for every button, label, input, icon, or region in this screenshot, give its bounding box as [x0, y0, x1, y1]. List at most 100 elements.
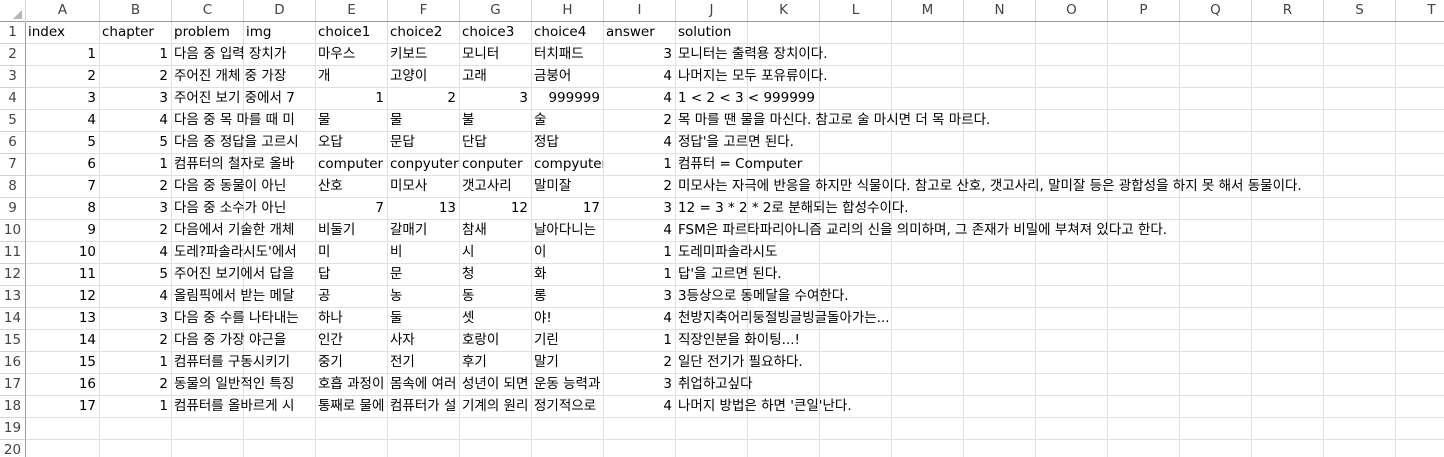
cell-m15[interactable]: [892, 330, 964, 352]
cell-o3[interactable]: [1036, 66, 1108, 88]
cell-k12[interactable]: [748, 264, 820, 286]
cell-c11[interactable]: 도레?파솔라시도'에서: [172, 242, 297, 264]
column-header-q[interactable]: Q: [1180, 0, 1252, 21]
cell-b16[interactable]: 1: [100, 352, 172, 374]
cell-p2[interactable]: [1108, 44, 1180, 66]
row-header-14[interactable]: 14: [0, 308, 26, 330]
cell-s8[interactable]: [1324, 176, 1396, 198]
cell-j12[interactable]: 답'을 고르면 된다.: [676, 264, 782, 286]
cell-l9[interactable]: [820, 198, 892, 220]
cell-f13[interactable]: 농: [388, 286, 460, 308]
cell-t10[interactable]: [1396, 220, 1444, 242]
cell-e11[interactable]: 미: [316, 242, 388, 264]
row-header-3[interactable]: 3: [0, 66, 26, 88]
cell-t7[interactable]: [1396, 154, 1444, 176]
cell-b15[interactable]: 2: [100, 330, 172, 352]
cell-o16[interactable]: [1036, 352, 1108, 374]
cell-f18[interactable]: 컴퓨터가 설: [388, 396, 460, 418]
cell-q17[interactable]: [1180, 374, 1252, 396]
column-header-e[interactable]: E: [316, 0, 388, 21]
cell-g15[interactable]: 호랑이: [460, 330, 532, 352]
cell-i4[interactable]: 4: [604, 88, 676, 110]
cell-d8[interactable]: [244, 176, 316, 198]
cell-o4[interactable]: [1036, 88, 1108, 110]
cell-b12[interactable]: 5: [100, 264, 172, 286]
cell-k11[interactable]: [748, 242, 820, 264]
cell-t20[interactable]: [1396, 440, 1444, 457]
cell-g5[interactable]: 불: [460, 110, 532, 132]
cell-m5[interactable]: [892, 110, 964, 132]
row-header-16[interactable]: 16: [0, 352, 26, 374]
cell-i13[interactable]: 3: [604, 286, 676, 308]
cell-p18[interactable]: [1108, 396, 1180, 418]
cell-q8[interactable]: [1180, 176, 1252, 198]
row-header-12[interactable]: 12: [0, 264, 26, 286]
cell-f16[interactable]: 전기: [388, 352, 460, 374]
cell-q4[interactable]: [1180, 88, 1252, 110]
cell-l12[interactable]: [820, 264, 892, 286]
cell-h1[interactable]: choice4: [532, 22, 604, 44]
cell-l15[interactable]: [820, 330, 892, 352]
cell-b20[interactable]: [100, 440, 172, 457]
cell-l17[interactable]: [820, 374, 892, 396]
column-header-r[interactable]: R: [1252, 0, 1324, 21]
cell-p5[interactable]: [1108, 110, 1180, 132]
cell-f1[interactable]: choice2: [388, 22, 460, 44]
cell-l19[interactable]: [820, 418, 892, 440]
row-header-1[interactable]: 1: [0, 22, 26, 44]
cell-p3[interactable]: [1108, 66, 1180, 88]
cell-d4[interactable]: [244, 88, 316, 110]
cell-k15[interactable]: [748, 330, 820, 352]
cell-l14[interactable]: [820, 308, 892, 330]
cell-j16[interactable]: 일단 전기가 필요하다.: [676, 352, 803, 374]
cell-g11[interactable]: 시: [460, 242, 532, 264]
cell-t13[interactable]: [1396, 286, 1444, 308]
cell-m10[interactable]: [892, 220, 964, 242]
cell-j10[interactable]: FSM은 파르타파리아니즘 교리의 신을 의미하며, 그 존재가 비밀에 부쳐져…: [676, 220, 1167, 242]
cell-t9[interactable]: [1396, 198, 1444, 220]
cell-q12[interactable]: [1180, 264, 1252, 286]
cell-q16[interactable]: [1180, 352, 1252, 374]
cell-b4[interactable]: 3: [100, 88, 172, 110]
cell-m11[interactable]: [892, 242, 964, 264]
cell-l18[interactable]: [820, 396, 892, 418]
cell-t16[interactable]: [1396, 352, 1444, 374]
cell-s11[interactable]: [1324, 242, 1396, 264]
cell-p4[interactable]: [1108, 88, 1180, 110]
cell-c10[interactable]: 다음에서 기술한 개체: [172, 220, 294, 242]
cell-p10[interactable]: [1108, 220, 1180, 242]
cell-t11[interactable]: [1396, 242, 1444, 264]
cell-n9[interactable]: [964, 198, 1036, 220]
cell-b10[interactable]: 2: [100, 220, 172, 242]
cell-e14[interactable]: 하나: [316, 308, 388, 330]
cell-c17[interactable]: 동물의 일반적인 특징: [172, 374, 294, 396]
cell-r11[interactable]: [1252, 242, 1324, 264]
cell-n4[interactable]: [964, 88, 1036, 110]
cell-m19[interactable]: [892, 418, 964, 440]
cell-i9[interactable]: 3: [604, 198, 676, 220]
column-header-n[interactable]: N: [964, 0, 1036, 21]
cell-h8[interactable]: 말미잘: [532, 176, 604, 198]
cell-p16[interactable]: [1108, 352, 1180, 374]
cell-q15[interactable]: [1180, 330, 1252, 352]
cell-g1[interactable]: choice3: [460, 22, 532, 44]
cell-d17[interactable]: [244, 374, 316, 396]
cell-t6[interactable]: [1396, 132, 1444, 154]
cell-o9[interactable]: [1036, 198, 1108, 220]
cell-r18[interactable]: [1252, 396, 1324, 418]
cell-q14[interactable]: [1180, 308, 1252, 330]
cell-n2[interactable]: [964, 44, 1036, 66]
cell-p9[interactable]: [1108, 198, 1180, 220]
cell-k6[interactable]: [748, 132, 820, 154]
cell-b8[interactable]: 2: [100, 176, 172, 198]
cell-o1[interactable]: [1036, 22, 1108, 44]
cell-r12[interactable]: [1252, 264, 1324, 286]
cell-l11[interactable]: [820, 242, 892, 264]
cell-o8[interactable]: [1036, 176, 1108, 198]
cell-c8[interactable]: 다음 중 동물이 아닌: [172, 176, 286, 198]
cell-l3[interactable]: [820, 66, 892, 88]
cell-g12[interactable]: 청: [460, 264, 532, 286]
cell-j17[interactable]: 취업하고싶다: [676, 374, 753, 396]
cell-q7[interactable]: [1180, 154, 1252, 176]
row-header-11[interactable]: 11: [0, 242, 26, 264]
